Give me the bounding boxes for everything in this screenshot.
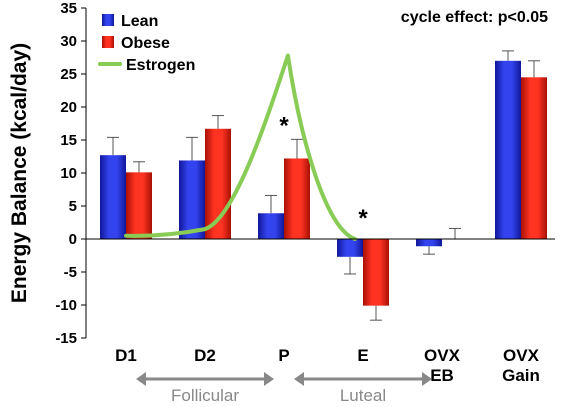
y-tick-label: 10 [60,165,77,182]
significance-star: * [279,113,289,140]
legend-label-lean: Lean [121,13,158,30]
phase-label-follicular: Follicular [171,386,239,405]
legend-swatch-obese [102,36,114,48]
phase-label-luteal: Luteal [340,386,386,405]
legend-swatch-lean [102,14,114,26]
bar-lean-5 [495,60,521,239]
category-label: P [278,346,289,365]
bar-obese-3 [363,239,389,306]
bar-lean-3 [337,239,363,257]
bars-layer [100,50,547,321]
cycle-effect-annotation: cycle effect: p<0.05 [401,9,548,26]
y-tick-label: -5 [64,264,77,281]
category-label: OVX [503,346,540,365]
category-label: Gain [502,366,540,385]
bar-obese-0 [126,172,152,239]
category-label: D2 [194,346,216,365]
y-tick-label: -15 [55,330,77,347]
phase-arrowhead-right-luteal [422,372,432,386]
estrogen-line [124,53,358,241]
y-tick-label: 0 [69,231,77,248]
phase-arrowhead-left-follicular [136,372,146,386]
category-label: D1 [115,346,137,365]
axes-layer [81,7,555,339]
y-tick-label: 25 [60,66,77,83]
bar-obese-1 [205,128,231,239]
phase-arrowhead-right-follicular [264,372,274,386]
significance-star: * [358,205,368,232]
category-label: OVX [424,346,461,365]
legend-label-obese: Obese [121,35,170,52]
y-tick-label: 5 [69,198,77,215]
bar-obese-5 [521,77,547,239]
category-label: E [357,346,368,365]
bar-lean-4 [416,239,442,247]
y-tick-label: 30 [60,33,77,50]
y-tick-label: 35 [60,0,77,17]
y-tick-label: 20 [60,99,77,116]
y-axis-title: Energy Balance (kcal/day) [8,43,31,303]
category-label: EB [430,366,454,385]
bar-lean-0 [100,155,126,239]
bar-lean-2 [258,213,284,239]
y-tick-label: 15 [60,132,77,149]
bar-lean-1 [179,160,205,239]
y-tick-label: -10 [55,297,77,314]
legend-label-estrogen: Estrogen [126,57,195,74]
estrogen-line-layer [124,53,358,241]
phase-arrowhead-left-luteal [294,372,304,386]
bar-obese-2 [284,158,310,239]
